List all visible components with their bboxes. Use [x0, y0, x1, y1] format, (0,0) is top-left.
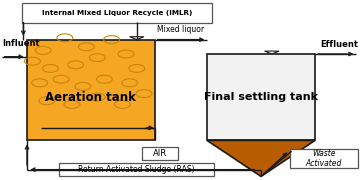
- Polygon shape: [130, 37, 144, 40]
- FancyBboxPatch shape: [142, 147, 178, 160]
- Polygon shape: [207, 140, 315, 176]
- Text: Return Activated Sludge (RAS): Return Activated Sludge (RAS): [78, 165, 195, 174]
- Text: Mixed liquor: Mixed liquor: [157, 25, 204, 34]
- Text: Influent: Influent: [2, 39, 40, 48]
- FancyBboxPatch shape: [22, 3, 212, 22]
- FancyBboxPatch shape: [207, 54, 315, 140]
- FancyBboxPatch shape: [290, 148, 358, 168]
- Text: Internal Mixed Liquor Recycle (IMLR): Internal Mixed Liquor Recycle (IMLR): [42, 10, 192, 16]
- FancyBboxPatch shape: [27, 40, 155, 140]
- FancyBboxPatch shape: [59, 163, 214, 176]
- Polygon shape: [265, 51, 279, 54]
- Text: Aeration tank: Aeration tank: [45, 91, 136, 104]
- Text: AIR: AIR: [153, 149, 167, 158]
- Text: Effluent: Effluent: [320, 40, 358, 49]
- Text: Waste
Activated: Waste Activated: [306, 149, 342, 168]
- Text: Final settling tank: Final settling tank: [204, 92, 318, 102]
